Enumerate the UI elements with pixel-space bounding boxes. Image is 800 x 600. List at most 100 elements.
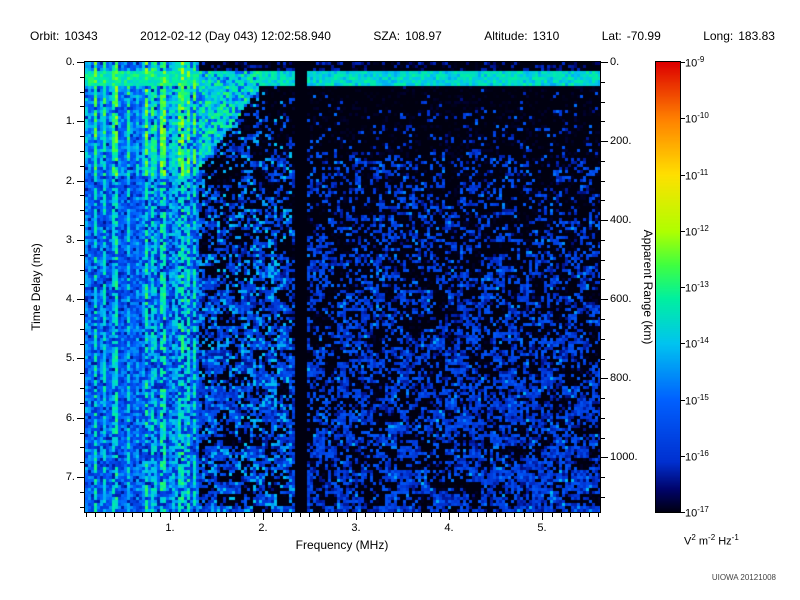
y2-minor-tick <box>601 438 605 439</box>
header-field-label: Long: <box>703 29 734 43</box>
y2-minor-tick <box>601 161 605 162</box>
x-major-tick <box>263 513 264 520</box>
y2-minor-tick <box>601 497 605 498</box>
colorbar-tick <box>681 287 685 288</box>
y-minor-tick <box>80 329 84 330</box>
exponent: -17 <box>697 505 709 514</box>
y-tick-label: 1. <box>65 115 75 127</box>
y-major-tick <box>77 62 84 63</box>
header-field-altitude: Altitude: 1310 <box>484 29 559 43</box>
header-info-bar: Orbit: 10343 2012-02-12 (Day 043) 12:02:58… <box>30 29 775 43</box>
y2-minor-tick <box>601 398 605 399</box>
x-minor-tick <box>570 513 571 517</box>
x-major-tick <box>170 513 171 520</box>
exponent: -9 <box>697 55 705 64</box>
y2-major-tick <box>601 141 608 142</box>
colorbar-tick <box>681 231 685 232</box>
colorbar-tick-label: 10-14 <box>685 336 709 351</box>
x-tick-label: 1. <box>165 522 175 534</box>
y-tick-label: 0. <box>65 56 75 68</box>
exponent: -12 <box>697 224 709 233</box>
x-minor-tick <box>142 513 143 517</box>
header-field-value: 108.97 <box>405 29 442 43</box>
header-field-label: Lat: <box>601 29 622 43</box>
watermark: UIOWA 20121008 <box>711 573 776 582</box>
x-major-tick <box>356 513 357 520</box>
colorbar-tick-label: 10-13 <box>685 280 709 295</box>
x-tick-label: 4. <box>444 522 454 534</box>
x-minor-tick <box>272 513 273 517</box>
y-minor-tick <box>80 284 84 285</box>
header-field-value: -70.99 <box>626 29 661 43</box>
x-minor-tick <box>552 513 553 517</box>
colorbar-tick-label: 10-15 <box>685 393 709 408</box>
y2-minor-tick <box>601 181 605 182</box>
x-minor-tick <box>160 513 161 517</box>
x-minor-tick <box>580 513 581 517</box>
y-minor-tick <box>80 344 84 345</box>
x-minor-tick <box>86 513 87 517</box>
x-minor-tick <box>151 513 152 517</box>
x-minor-tick <box>282 513 283 517</box>
y2-tick-label: 200. <box>610 135 632 147</box>
y-minor-tick <box>80 462 84 463</box>
y2-major-tick <box>601 220 608 221</box>
y-axis-title: Time Delay (ms) <box>29 243 43 331</box>
y2-minor-tick <box>601 418 605 419</box>
y2-major-tick <box>601 457 608 458</box>
x-minor-tick <box>431 513 432 517</box>
y-minor-tick <box>80 507 84 508</box>
colorbar-tick <box>681 400 685 401</box>
x-minor-tick <box>412 513 413 517</box>
colorbar-unit-label: V2 m-2 Hz-1 <box>684 533 739 548</box>
y-minor-tick <box>80 210 84 211</box>
x-minor-tick <box>524 513 525 517</box>
x-minor-tick <box>198 513 199 517</box>
colorbar-tick-label: 10-10 <box>685 111 709 126</box>
y2-minor-tick <box>601 279 605 280</box>
x-minor-tick <box>533 513 534 517</box>
x-tick-label: 3. <box>351 522 361 534</box>
y-tick-label: 4. <box>65 293 75 305</box>
y-major-tick <box>77 418 84 419</box>
x-minor-tick <box>328 513 329 517</box>
x-minor-tick <box>589 513 590 517</box>
x-minor-tick <box>458 513 459 517</box>
y-minor-tick <box>80 77 84 78</box>
x-minor-tick <box>505 513 506 517</box>
y2-major-tick <box>601 299 608 300</box>
x-minor-tick <box>132 513 133 517</box>
y-minor-tick <box>80 136 84 137</box>
x-minor-tick <box>244 513 245 517</box>
y-minor-tick <box>80 225 84 226</box>
header-field-long: Long: 183.83 <box>703 29 775 43</box>
header-field-label: Orbit: <box>30 29 60 43</box>
y-minor-tick <box>80 388 84 389</box>
header-field-lat: Lat: -70.99 <box>602 29 661 43</box>
colorbar-tick-label: 10-9 <box>685 55 705 70</box>
y-tick-label: 2. <box>65 175 75 187</box>
y-minor-tick <box>80 106 84 107</box>
y-minor-tick <box>80 255 84 256</box>
y2-tick-label: 1000. <box>610 451 638 463</box>
y-minor-tick <box>80 151 84 152</box>
y2-minor-tick <box>601 260 605 261</box>
header-field-datetime: 2012-02-12 (Day 043) 12:02:58.940 <box>140 29 331 43</box>
y-minor-tick <box>80 195 84 196</box>
y2-minor-tick <box>601 121 605 122</box>
x-minor-tick <box>514 513 515 517</box>
exponent: -11 <box>697 168 709 177</box>
x-tick-label: 2. <box>258 522 268 534</box>
x-minor-tick <box>235 513 236 517</box>
x-minor-tick <box>179 513 180 517</box>
colorbar-tick <box>681 456 685 457</box>
colorbar-tick <box>681 343 685 344</box>
y2-tick-label: 400. <box>610 214 632 226</box>
y2-tick-label: 800. <box>610 372 632 384</box>
colorbar-tick-label: 10-11 <box>685 168 709 183</box>
x-minor-tick <box>207 513 208 517</box>
colorbar-tick-label: 10-16 <box>685 449 709 464</box>
header-field-value: 10343 <box>64 29 98 43</box>
y-tick-label: 3. <box>65 234 75 246</box>
